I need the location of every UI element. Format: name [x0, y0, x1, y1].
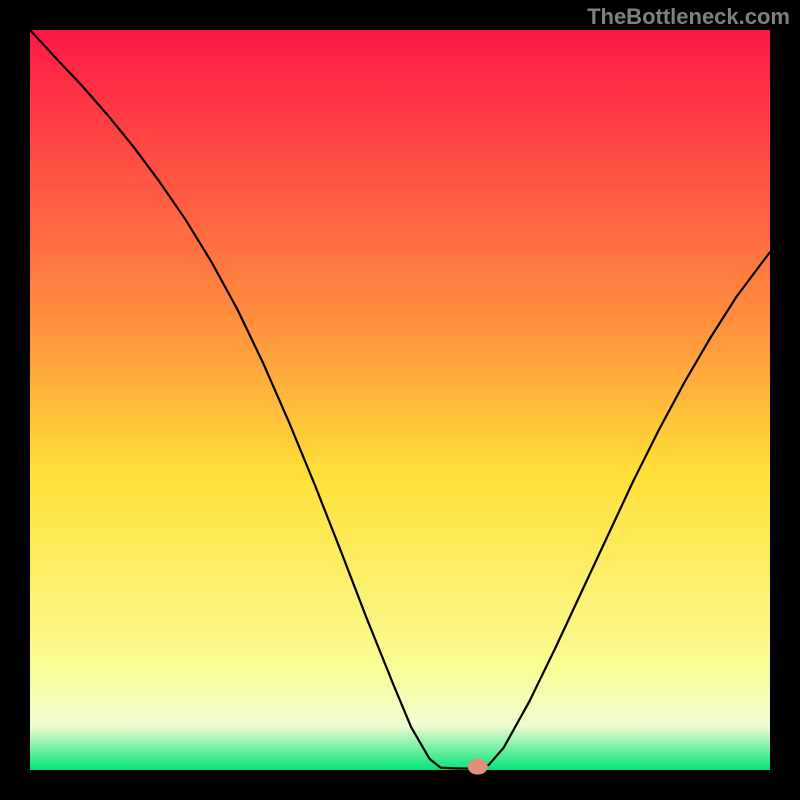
chart-svg	[0, 0, 800, 800]
plot-area	[30, 30, 770, 770]
chart-stage: TheBottleneck.com	[0, 0, 800, 800]
watermark-text: TheBottleneck.com	[587, 4, 790, 30]
optimum-marker	[468, 759, 488, 775]
